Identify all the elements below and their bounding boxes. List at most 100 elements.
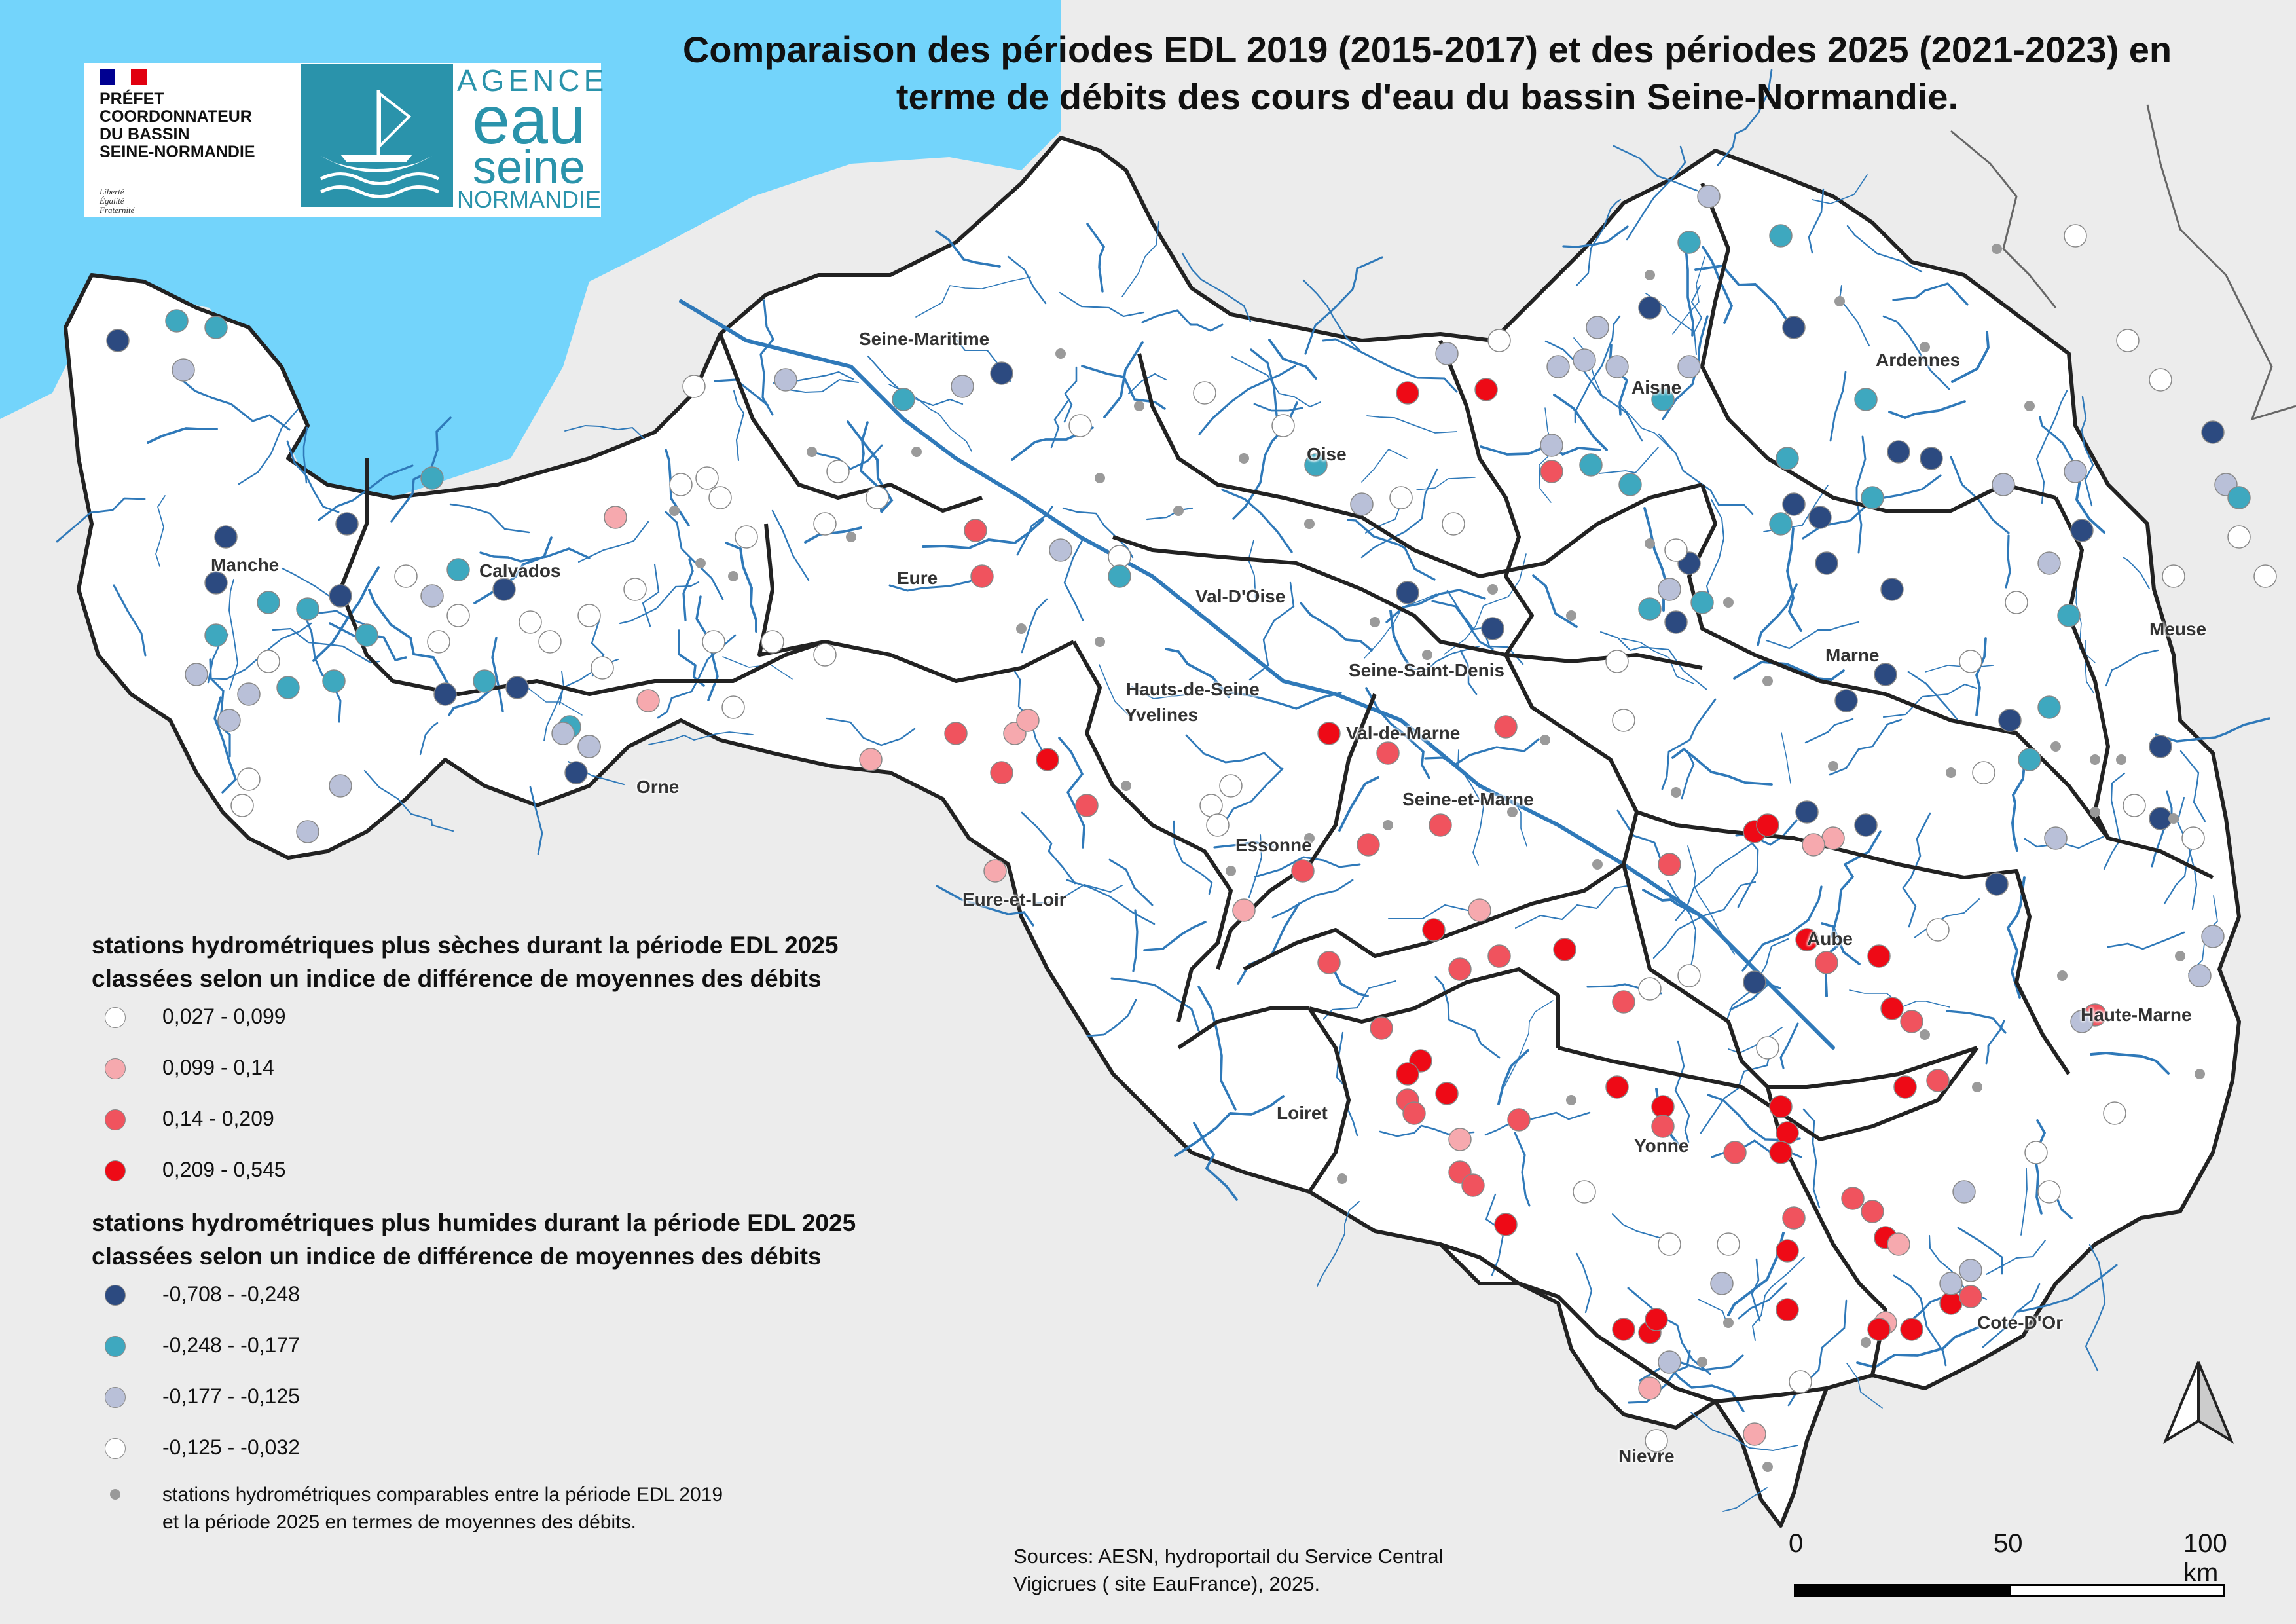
comparable-station-marker [695, 558, 706, 568]
comparable-station-marker [1920, 342, 1930, 352]
station-marker [1546, 355, 1570, 378]
station-marker [1710, 1272, 1734, 1295]
dept-label: Loiret [1277, 1103, 1328, 1123]
station-marker [1815, 551, 1838, 575]
dept-label: Meuse [2149, 619, 2207, 639]
station-marker [1553, 938, 1576, 961]
comparable-station-marker [1173, 506, 1184, 516]
station-marker [1926, 1069, 1950, 1092]
station-marker [1664, 538, 1688, 562]
comparable-station-marker [2057, 970, 2068, 981]
station-marker [695, 466, 719, 490]
river-segment [1751, 1258, 1761, 1322]
river-segment [1642, 889, 1701, 917]
river-segment [936, 885, 1034, 927]
river-segment [1007, 255, 1047, 304]
river-segment [1165, 648, 1230, 698]
station-marker [1108, 564, 1131, 588]
agence-line4: NORMANDIE [457, 186, 602, 213]
river-segment [449, 503, 530, 534]
dept-label: Nievre [1618, 1446, 1675, 1466]
comparable-station-marker [1697, 1357, 1707, 1367]
river-segment [1405, 645, 1480, 671]
river-segment [577, 521, 649, 563]
river-segment [1058, 737, 1085, 849]
station-marker [335, 512, 359, 536]
dept-label: Val-de-Marne [1346, 723, 1461, 743]
station-marker [774, 368, 797, 392]
comparable-station-marker [1828, 761, 1838, 771]
station-marker [1540, 460, 1563, 483]
river-segment [448, 684, 497, 716]
river-segment [473, 536, 553, 604]
river-segment [1829, 371, 1847, 442]
river-segment [2081, 396, 2094, 507]
station-marker [970, 564, 994, 588]
river-segment [2163, 839, 2195, 905]
station-marker [636, 689, 660, 712]
comparable-station-marker [1992, 244, 2002, 254]
river-segment [2011, 756, 2026, 852]
comparable-station-marker [1226, 866, 1236, 876]
map-title-line2: terme de débits des cours d'eau du bassi… [896, 76, 1959, 117]
river-segment [1459, 650, 1478, 695]
station-marker [1474, 378, 1498, 401]
station-marker [1396, 381, 1419, 405]
river-segment [1705, 499, 1725, 609]
river-segment [642, 563, 660, 627]
station-marker [185, 663, 208, 686]
river-segment [272, 627, 380, 664]
river-segment [1672, 256, 1705, 335]
river-segment [826, 717, 916, 747]
legend-swatch [105, 1336, 126, 1357]
river-segment [1253, 403, 1303, 412]
river-segment [2155, 717, 2270, 743]
station-marker [276, 676, 300, 699]
river-segment [1416, 477, 1476, 490]
station-marker [296, 820, 319, 843]
station-marker [1206, 813, 1230, 837]
station-marker [990, 761, 1013, 784]
river-segment [1902, 812, 1931, 928]
river-segment [1366, 415, 1457, 434]
station-marker [329, 584, 352, 608]
station-marker [1435, 1082, 1459, 1105]
station-marker [1789, 1370, 1812, 1393]
river-segment [1639, 1354, 1744, 1382]
station-marker [623, 578, 647, 601]
station-marker [1396, 1062, 1419, 1086]
river-segment [228, 579, 238, 690]
station-marker [2024, 1141, 2048, 1164]
river-segment [1217, 767, 1284, 833]
station-marker [1690, 591, 1714, 614]
river-segment [1099, 664, 1129, 716]
river-segment [935, 230, 1001, 268]
river-segment [1338, 776, 1379, 832]
station-marker [217, 709, 241, 732]
station-marker [1651, 388, 1675, 411]
river-segment [1146, 507, 1194, 521]
dept-label: Aube [1807, 929, 1853, 949]
station-marker [1900, 1010, 1923, 1033]
comparable-station-marker [2168, 813, 2179, 824]
river-segment [1360, 468, 1438, 559]
station-marker [433, 682, 457, 706]
river-segment [2179, 750, 2206, 822]
river-segment [2035, 390, 2068, 504]
station-marker [1834, 689, 1858, 712]
station-marker [951, 375, 974, 398]
river-segment [714, 378, 769, 407]
station-marker [1317, 722, 1341, 745]
prefet-logo: PRÉFET COORDONNATEUR DU BASSIN SEINE-NOR… [84, 63, 300, 217]
river-segment [1575, 198, 1622, 287]
station-marker [1612, 1318, 1635, 1341]
comparable-station-marker [1383, 820, 1393, 830]
river-segment [1322, 338, 1458, 393]
comparable-station-marker [1723, 597, 1734, 608]
river-segment [1141, 309, 1224, 332]
river-segment [1846, 225, 1923, 273]
station-marker [2123, 794, 2146, 817]
river-segment [1757, 583, 1798, 646]
station-marker [1605, 650, 1629, 673]
river-segment [1667, 880, 1697, 972]
